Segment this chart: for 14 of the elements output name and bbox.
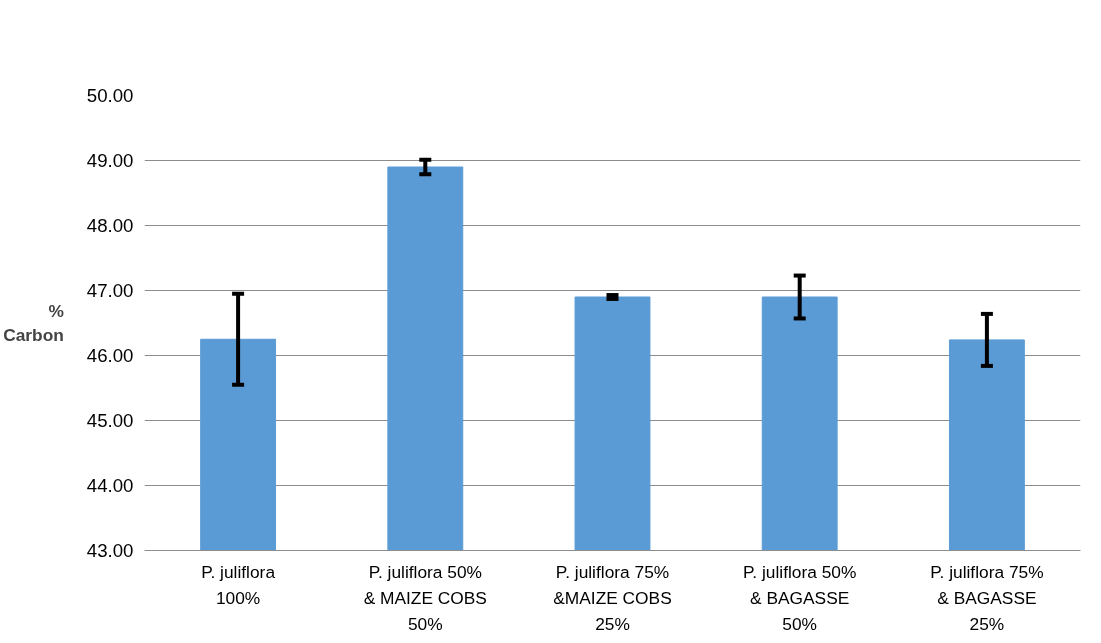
- x-tick-label: P. juliflora 75% &MAIZE COBS 25%: [553, 561, 672, 634]
- x-tick-label: P. juliflora 100%: [201, 561, 276, 608]
- y-tick-label: 45.00: [86, 410, 134, 431]
- y-tick-label: 49.00: [86, 150, 134, 171]
- y-tick-label: 50.00: [86, 85, 134, 106]
- x-tick-label: P. juliflora 50% & MAIZE COBS 50%: [363, 561, 487, 634]
- y-tick-label: 44.00: [86, 475, 134, 496]
- y-tick-label: 47.00: [86, 280, 134, 301]
- y-tick-label: 43.00: [86, 540, 134, 561]
- x-tick-label: P. juliflora 50% & BAGASSE 50%: [743, 561, 857, 634]
- y-tick-label: 48.00: [86, 215, 134, 236]
- x-tick-label: P. juliflora 75% & BAGASSE 25%: [930, 561, 1044, 634]
- y-tick-label: 46.00: [86, 345, 134, 366]
- y-axis-title: % Carbon: [3, 301, 64, 345]
